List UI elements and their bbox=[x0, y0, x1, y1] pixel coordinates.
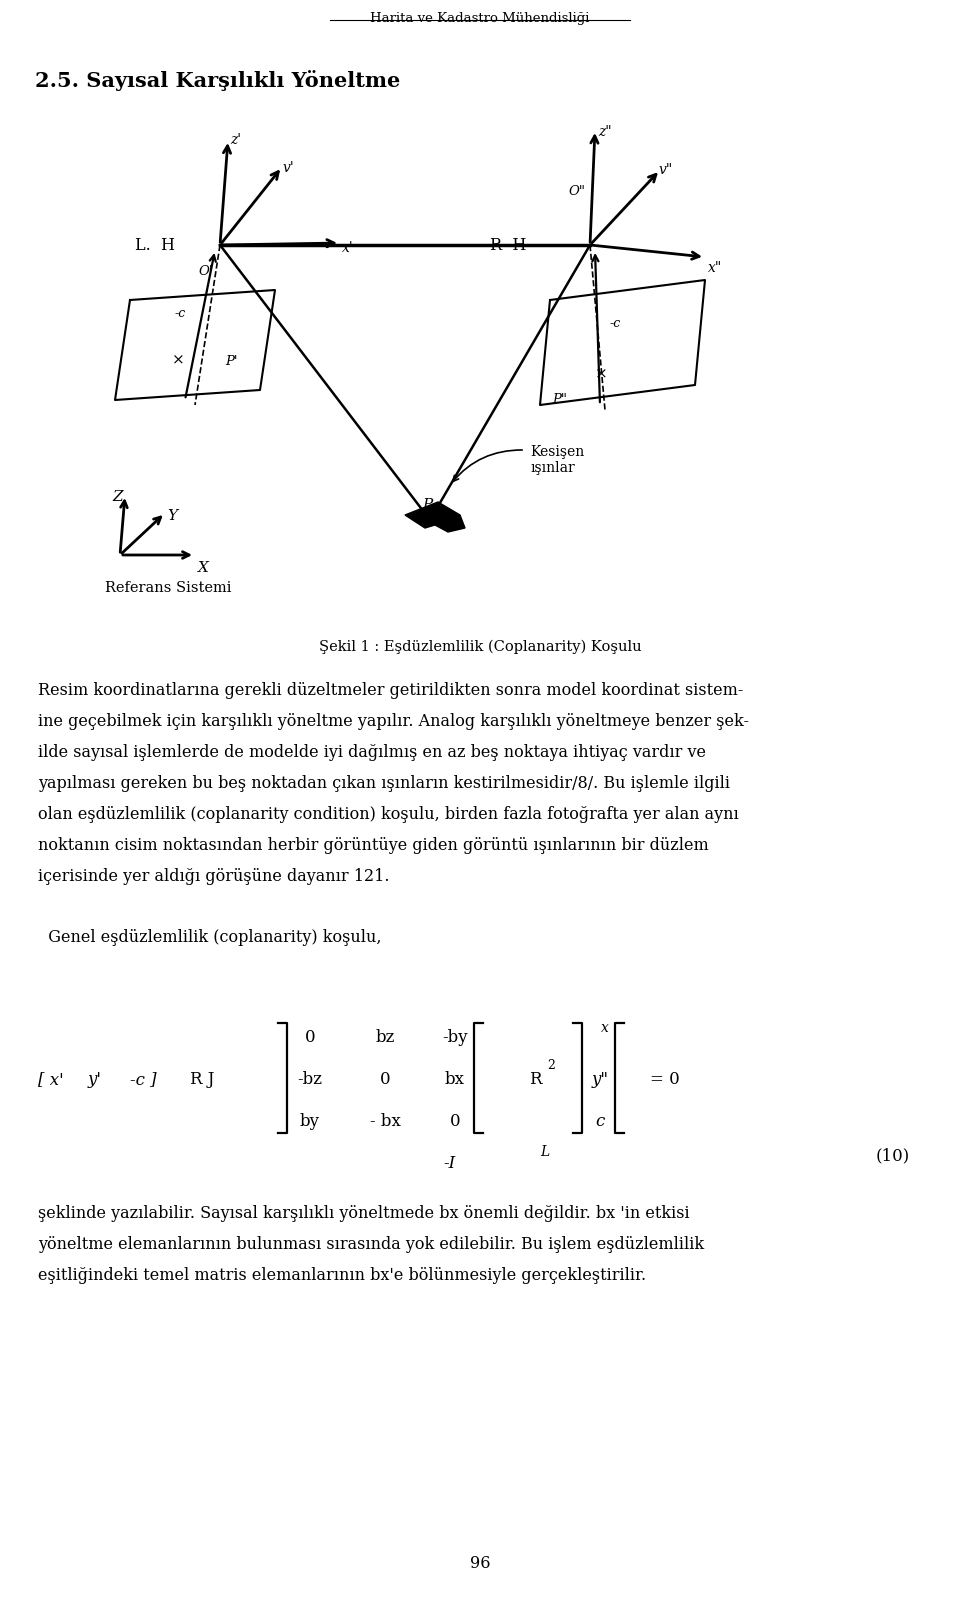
Text: y": y" bbox=[591, 1070, 609, 1088]
Text: -I: -I bbox=[444, 1155, 456, 1171]
Text: = 0: = 0 bbox=[650, 1070, 680, 1088]
Text: Şekil 1 : Eşdüzlemlilik (Coplanarity) Koşulu: Şekil 1 : Eşdüzlemlilik (Coplanarity) Ko… bbox=[319, 640, 641, 654]
Text: 0: 0 bbox=[380, 1070, 391, 1088]
Text: z": z" bbox=[598, 125, 612, 139]
Text: -c: -c bbox=[175, 307, 186, 320]
Text: bx: bx bbox=[445, 1070, 465, 1088]
Text: ine geçebilmek için karşılıklı yöneltme yapılır. Analog karşılıklı yöneltmeye be: ine geçebilmek için karşılıklı yöneltme … bbox=[38, 714, 749, 730]
Text: R: R bbox=[529, 1070, 541, 1088]
Text: noktanın cisim noktasından herbir görüntüye giden görüntü ışınlarının bir düzlem: noktanın cisim noktasından herbir görünt… bbox=[38, 837, 708, 854]
Text: v': v' bbox=[282, 162, 294, 174]
Text: 2.5. Sayısal Karşılıklı Yöneltme: 2.5. Sayısal Karşılıklı Yöneltme bbox=[35, 70, 400, 91]
Text: yapılması gereken bu beş noktadan çıkan ışınların kestirilmesidir/8/. Bu işlemle: yapılması gereken bu beş noktadan çıkan … bbox=[38, 774, 730, 792]
Text: (10): (10) bbox=[876, 1147, 910, 1165]
Text: bz: bz bbox=[375, 1029, 395, 1046]
Text: z': z' bbox=[230, 133, 241, 147]
Text: P": P" bbox=[552, 394, 567, 406]
Text: R J: R J bbox=[190, 1070, 214, 1088]
Text: 0: 0 bbox=[449, 1114, 460, 1130]
Text: içerisinde yer aldığı görüşüne dayanır 121.: içerisinde yer aldığı görüşüne dayanır 1… bbox=[38, 867, 390, 885]
Text: Harita ve Kadastro Mühendisliği: Harita ve Kadastro Mühendisliği bbox=[371, 11, 589, 26]
Text: 0: 0 bbox=[304, 1029, 315, 1046]
Text: y': y' bbox=[88, 1070, 102, 1088]
Text: c: c bbox=[595, 1114, 605, 1130]
Text: ilde sayısal işlemlerde de modelde iyi dağılmış en az beş noktaya ihtiyaç vardır: ilde sayısal işlemlerde de modelde iyi d… bbox=[38, 744, 706, 762]
Text: olan eşdüzlemlilik (coplanarity condition) koşulu, birden fazla fotoğrafta yer a: olan eşdüzlemlilik (coplanarity conditio… bbox=[38, 806, 739, 822]
Text: yöneltme elemanlarının bulunması sırasında yok edilebilir. Bu işlem eşdüzlemlili: yöneltme elemanlarının bulunması sırasın… bbox=[38, 1235, 704, 1253]
Text: Referans Sistemi: Referans Sistemi bbox=[105, 581, 231, 595]
Text: O': O' bbox=[198, 266, 212, 278]
Text: -c ]: -c ] bbox=[130, 1070, 156, 1088]
Text: R  H: R H bbox=[490, 237, 526, 254]
Text: v": v" bbox=[658, 163, 672, 178]
Text: O": O" bbox=[568, 186, 585, 198]
FancyArrowPatch shape bbox=[453, 450, 522, 482]
Text: eşitliğindeki temel matris elemanlarının bx'e bölünmesiyle gerçekleştirilir.: eşitliğindeki temel matris elemanlarının… bbox=[38, 1267, 646, 1283]
Text: Y: Y bbox=[167, 509, 178, 523]
Text: Resim koordinatlarına gerekli düzeltmeler getirildikten sonra model koordinat si: Resim koordinatlarına gerekli düzeltmele… bbox=[38, 682, 743, 699]
Text: şeklinde yazılabilir. Sayısal karşılıklı yöneltmede bx önemli değildir. bx 'in e: şeklinde yazılabilir. Sayısal karşılıklı… bbox=[38, 1205, 689, 1222]
Text: Z: Z bbox=[112, 490, 123, 504]
Text: by: by bbox=[300, 1114, 320, 1130]
Text: 2: 2 bbox=[547, 1059, 555, 1072]
Text: Genel eşdüzlemlilik (coplanarity) koşulu,: Genel eşdüzlemlilik (coplanarity) koşulu… bbox=[38, 930, 381, 946]
Text: x": x" bbox=[708, 261, 722, 275]
Text: P: P bbox=[422, 498, 432, 512]
Text: L.  H: L. H bbox=[135, 237, 175, 254]
Text: P': P' bbox=[225, 355, 237, 368]
Text: [ x': [ x' bbox=[38, 1070, 63, 1088]
Text: L: L bbox=[540, 1146, 550, 1158]
Text: -bz: -bz bbox=[298, 1070, 323, 1088]
Text: x: x bbox=[601, 1021, 609, 1035]
Text: 96: 96 bbox=[469, 1555, 491, 1571]
Polygon shape bbox=[405, 502, 465, 531]
Text: ×: × bbox=[172, 354, 184, 366]
Text: ×: × bbox=[595, 366, 608, 381]
Text: x': x' bbox=[342, 242, 353, 254]
Text: - bx: - bx bbox=[370, 1114, 400, 1130]
Text: X: X bbox=[198, 562, 209, 574]
Text: -by: -by bbox=[443, 1029, 468, 1046]
Text: -c: -c bbox=[610, 317, 621, 330]
Text: Kesişen
ışınlar: Kesişen ışınlar bbox=[530, 445, 585, 475]
